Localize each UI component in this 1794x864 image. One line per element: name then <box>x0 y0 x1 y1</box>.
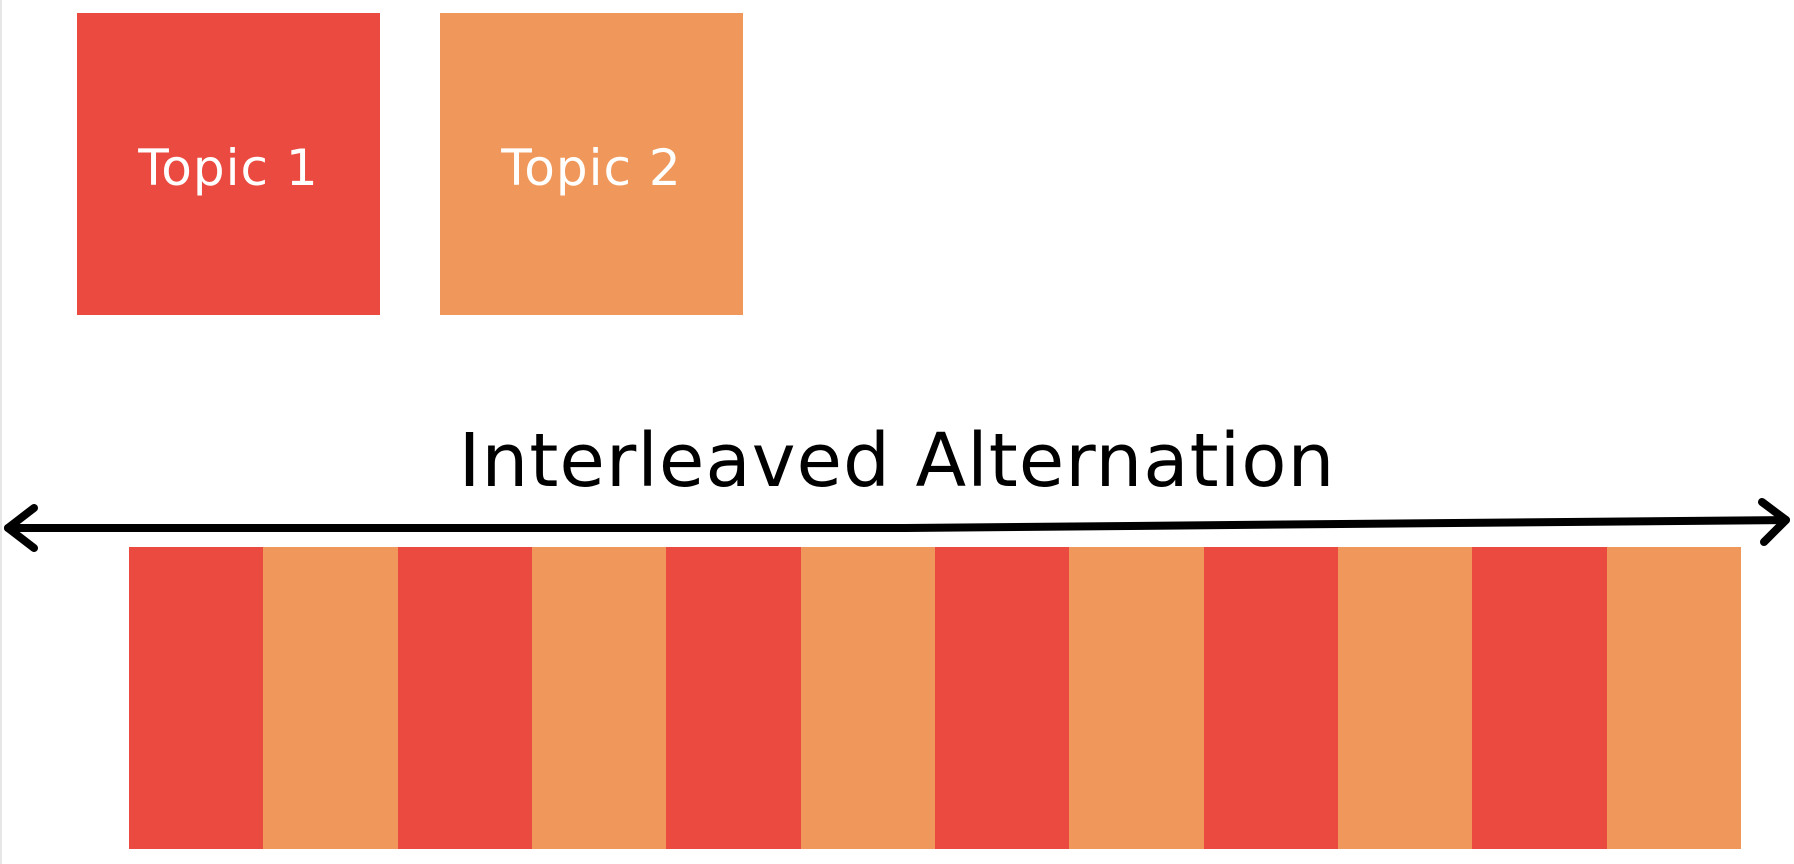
topic-1-label: Topic 1 <box>138 139 319 197</box>
sequence-block-topic-1 <box>397 547 532 849</box>
arrow-group <box>4 498 1790 552</box>
arrow-shaft-right <box>901 516 1790 532</box>
arrow-head-right <box>1758 498 1790 546</box>
sequence-block-topic-1 <box>1203 547 1338 849</box>
left-border <box>0 0 2 864</box>
sequence-block-topic-2 <box>1069 547 1204 849</box>
sequence-block-topic-2 <box>1606 547 1741 849</box>
diagram-title: Interleaved Alternation <box>458 418 1336 504</box>
sequence-block-topic-2 <box>1337 547 1473 849</box>
arrow-head-left <box>4 504 38 552</box>
sequence-block-topic-1 <box>1472 547 1607 849</box>
sequence-block-topic-1 <box>934 547 1070 849</box>
sequence-block-topic-1 <box>129 547 264 849</box>
sequence-block-topic-2 <box>531 547 667 849</box>
topic-1-box: Topic 1 <box>77 13 380 315</box>
sequence-block-topic-2 <box>800 547 935 849</box>
sequence-block-topic-1 <box>666 547 801 849</box>
sequence-block-topic-2 <box>263 547 398 849</box>
interleaved-sequence <box>129 547 1741 849</box>
topic-2-box: Topic 2 <box>440 13 743 315</box>
topic-2-label: Topic 2 <box>501 139 682 197</box>
